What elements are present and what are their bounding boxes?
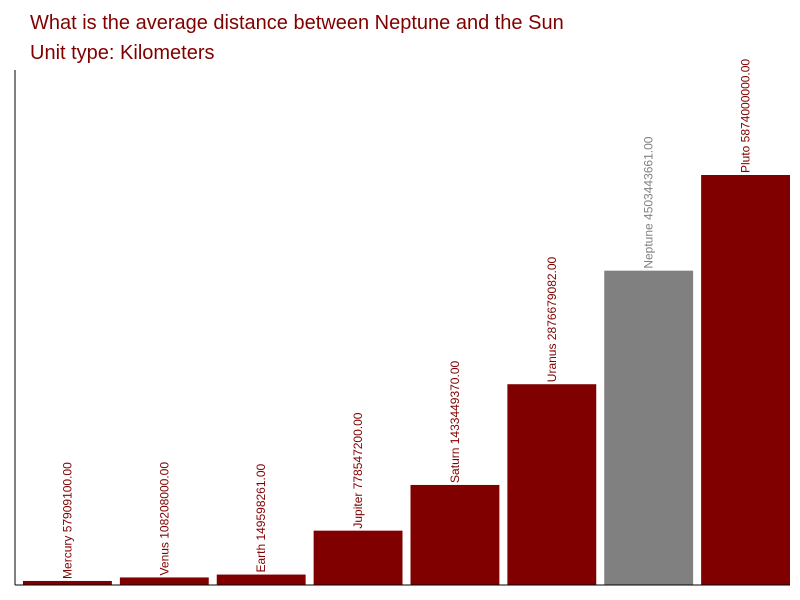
data-label-saturn: Saturn 1433449370.00 — [448, 361, 462, 483]
bar-earth — [216, 574, 306, 585]
bars-group — [23, 175, 790, 585]
bar-venus — [119, 577, 209, 585]
bar-jupiter — [313, 530, 403, 585]
data-label-jupiter: Jupiter 778547200.00 — [351, 412, 365, 528]
bar-saturn — [410, 484, 500, 585]
bar-mercury — [23, 580, 112, 585]
data-labels-group: Mercury 57909100.00 Venus 108208000.00 Ear… — [60, 59, 752, 579]
chart-subtitle: Unit type: Kilometers — [30, 42, 215, 64]
bar-neptune — [604, 270, 694, 585]
data-label-pluto: Pluto 5874000000.00 — [739, 59, 753, 173]
data-label-uranus: Uranus 2876679082.00 — [545, 256, 559, 382]
data-label-earth: Earth 149598261.00 — [254, 463, 268, 572]
chart-title-block: What is the average distance between Nep… — [30, 8, 564, 68]
data-label-neptune: Neptune 4503443661.00 — [642, 136, 656, 268]
data-label-mercury: Mercury 57909100.00 — [60, 462, 74, 579]
chart-title: What is the average distance between Nep… — [30, 12, 564, 34]
data-label-venus: Venus 108208000.00 — [157, 462, 171, 576]
bar-pluto — [701, 175, 790, 585]
bar-uranus — [507, 384, 597, 585]
